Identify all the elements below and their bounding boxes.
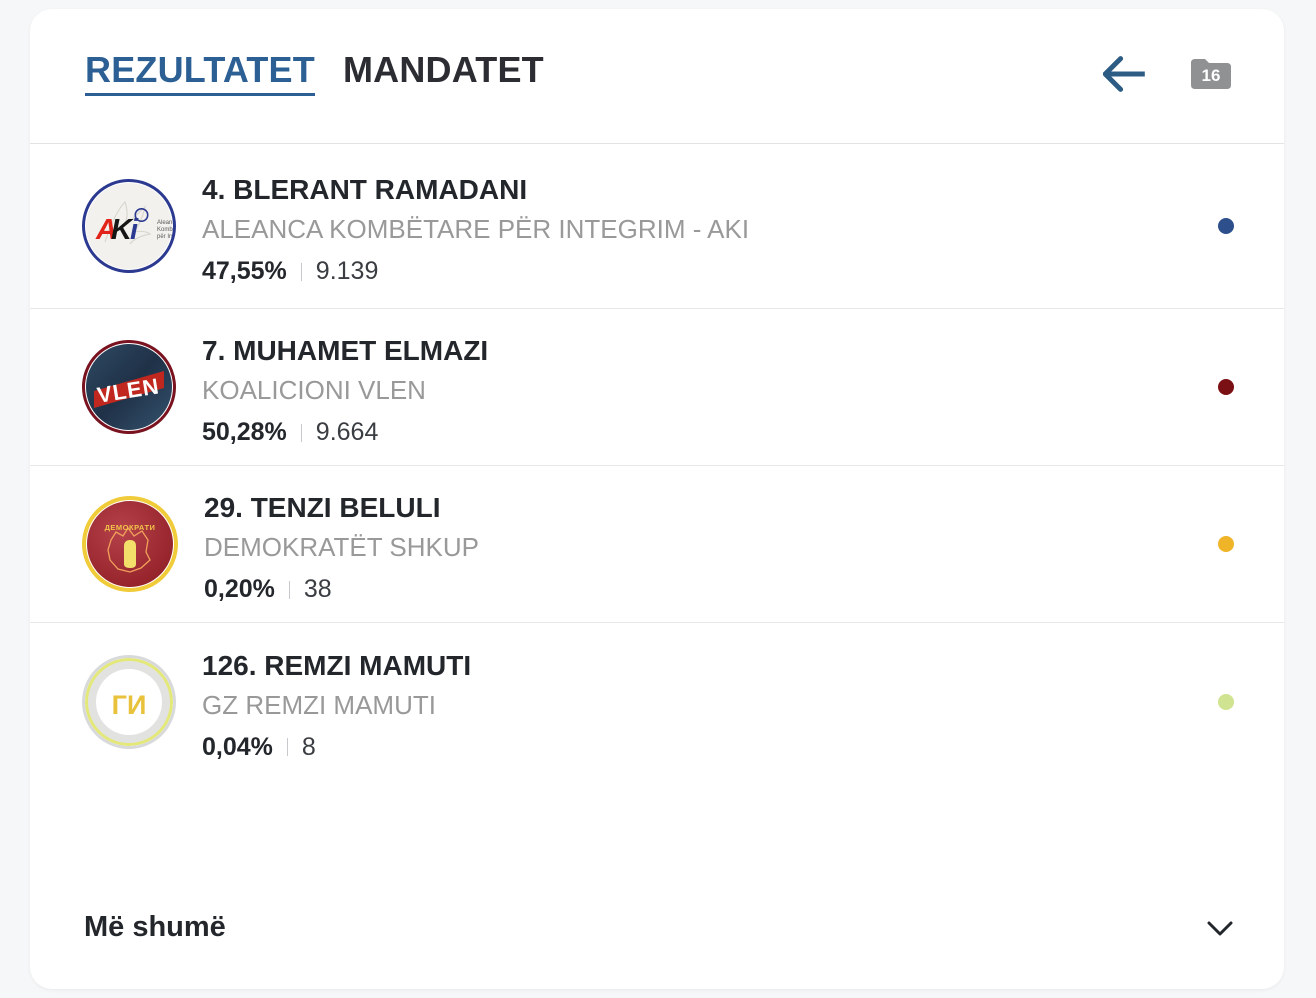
svg-text:16: 16 [1202,66,1221,85]
svg-text:ГИ: ГИ [112,690,147,720]
svg-text:ДЕМОКРАТИ: ДЕМОКРАТИ [105,523,156,532]
svg-text:për Integrim: për Integrim [157,234,173,240]
svg-text:Kombëtare: Kombëtare [157,227,173,233]
svg-text:Aleanca: Aleanca [157,220,173,226]
